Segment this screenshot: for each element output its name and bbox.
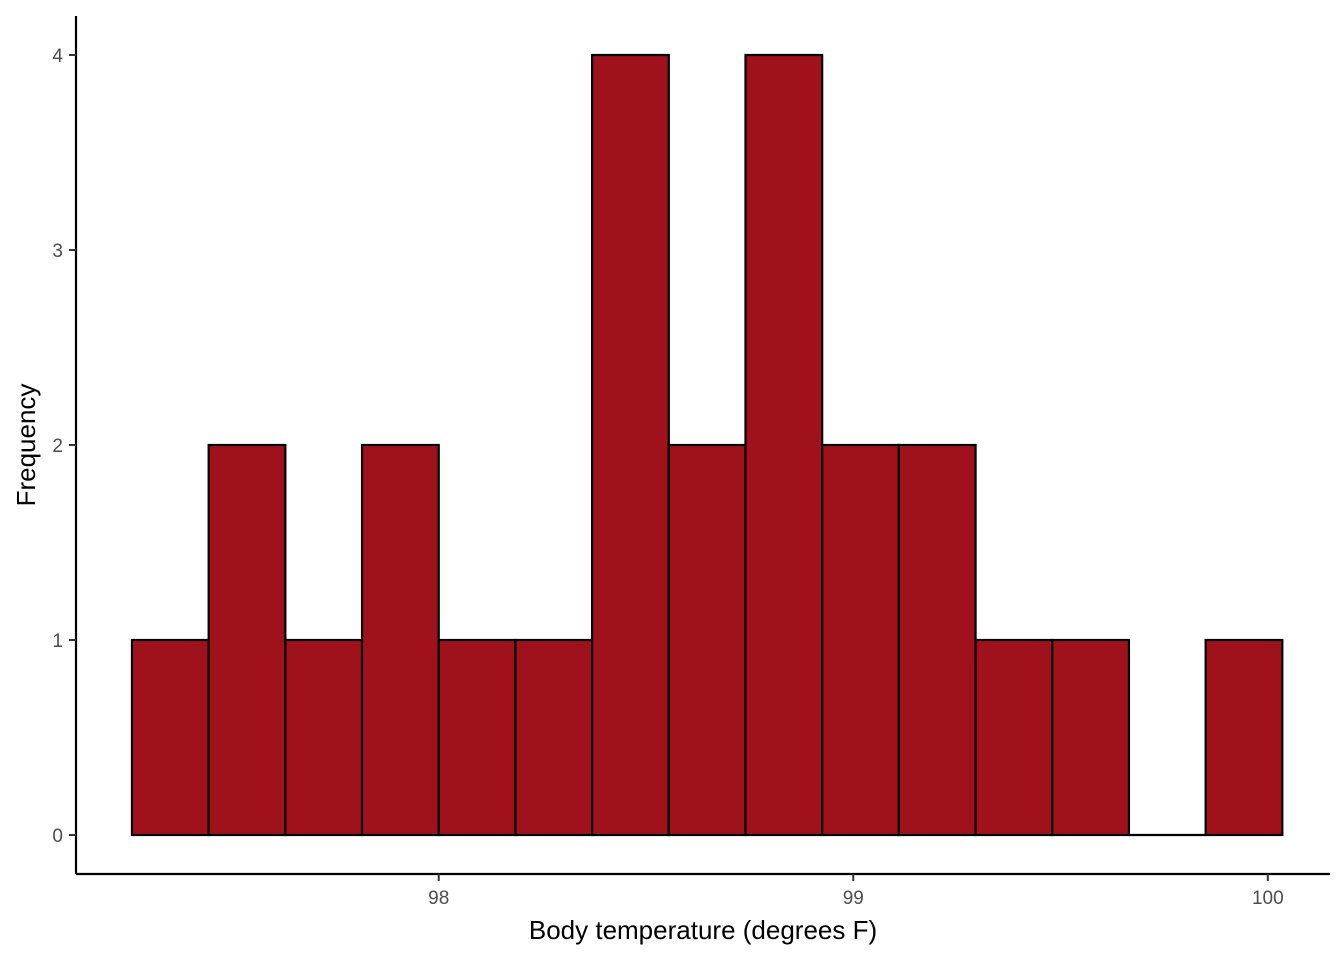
x-ticks-group: 98 99 100 <box>428 874 1284 909</box>
histogram-bar <box>207 443 287 837</box>
histogram-bar <box>667 443 747 837</box>
x-axis-title: Body temperature (degrees F) <box>529 915 877 945</box>
histogram-bar <box>360 443 440 837</box>
y-tick-label: 4 <box>52 46 63 67</box>
histogram-bar <box>591 53 670 837</box>
y-tick-label: 2 <box>52 436 63 457</box>
y-axis-title: Frequency <box>11 384 41 507</box>
y-tick-label: 1 <box>52 631 63 652</box>
histogram-bar <box>1204 638 1284 837</box>
histogram-bar <box>437 638 517 837</box>
bars-group <box>130 53 1284 837</box>
y-ticks-group: 0 1 2 3 4 <box>52 46 76 847</box>
x-tick-label: 99 <box>843 888 864 909</box>
x-tick-label: 98 <box>428 888 449 909</box>
x-tick-label: 100 <box>1252 888 1284 909</box>
y-tick-label: 3 <box>52 241 63 262</box>
histogram-bar <box>284 638 364 837</box>
histogram-bar <box>744 53 824 837</box>
histogram-bar <box>897 443 977 837</box>
histogram-bar <box>1051 638 1131 837</box>
histogram-bar <box>130 638 210 837</box>
histogram-bar <box>974 638 1054 837</box>
histogram-bar <box>514 638 594 837</box>
histogram-bar <box>821 443 900 837</box>
y-tick-label: 0 <box>52 826 63 847</box>
